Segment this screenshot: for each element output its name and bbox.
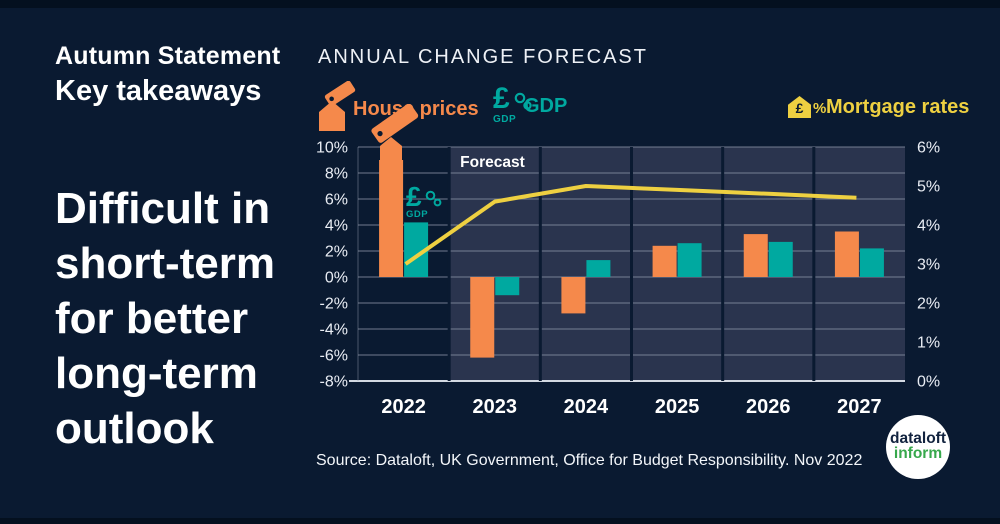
right-axis-tick: 1% [917, 335, 940, 352]
headline-line: short-term [55, 239, 276, 288]
house-shape [788, 96, 811, 118]
gdp-caption: GDP [406, 209, 429, 220]
pound-gears-icon: £ GDP [493, 82, 537, 130]
legend-mortgage-rates: Mortgage rates [826, 96, 970, 118]
headline-line: for better [55, 294, 249, 343]
headline-line: long-term [55, 349, 258, 398]
logo-text-dataloft: dataloft [890, 430, 946, 447]
kicker-title: Autumn Statement [55, 42, 281, 70]
pound-gears-on-bar-icon: £ GDP [406, 181, 446, 220]
headline-line: outlook [55, 404, 214, 453]
headline-line: Difficult in [55, 184, 271, 233]
headline: Difficult in short-term for better long-… [55, 181, 275, 456]
right-axis-tick: 2% [917, 296, 940, 313]
left-axis-tick: -4% [320, 322, 348, 339]
top-edge-strip [0, 0, 1000, 8]
bar-house-prices-2025 [652, 245, 677, 277]
left-axis-tick: 0% [325, 270, 348, 287]
left-axis-tick: 6% [325, 192, 348, 209]
year-label-2027: 2027 [837, 396, 882, 415]
forecast-region [449, 147, 905, 381]
year-label-2026: 2026 [746, 396, 791, 415]
year-label-2025: 2025 [655, 396, 700, 415]
bar-house-prices-2023 [470, 277, 495, 358]
bar-gdp-2023 [495, 277, 520, 296]
logo-text-inform: inform [893, 445, 943, 462]
kicker-subtitle: Key takeaways [55, 75, 262, 107]
pound-icon: £ [406, 181, 422, 212]
gdp-caption: GDP [493, 114, 517, 125]
year-label-2023: 2023 [473, 396, 518, 415]
left-axis-tick: 4% [325, 218, 348, 235]
price-tag-on-bar-icon [371, 104, 419, 168]
right-axis-tick: 0% [917, 374, 940, 391]
chart-title: ANNUAL CHANGE FORECAST [318, 46, 648, 68]
left-axis-tick: -2% [320, 296, 348, 313]
legend-gdp: GDP [524, 95, 568, 117]
bar-gdp-2024 [586, 260, 611, 277]
dataloft-inform-logo: dataloft inform [886, 415, 950, 479]
left-axis-tick: -8% [320, 374, 348, 391]
right-axis-tick: 4% [917, 218, 940, 235]
bottom-edge-strip [0, 518, 1000, 524]
left-axis-tick: 10% [316, 140, 348, 157]
right-axis-tick: 6% [917, 140, 940, 157]
bar-gdp-2025 [677, 243, 702, 277]
bar-gdp-2026 [768, 241, 793, 277]
gears-icon [425, 190, 442, 207]
forecast-chart: 10% 8% 6% 4% 2% 0% -2% -4% -6% -8% 6% 5% 4% 3% 2% 1% 0% F… [316, 140, 940, 416]
bar-house-prices-2027 [834, 231, 859, 277]
percent-icon: % [813, 100, 827, 117]
bar-house-prices-2022 [379, 160, 404, 277]
year-label-2022: 2022 [381, 396, 426, 415]
left-axis-tick: 2% [325, 244, 348, 261]
forecast-label: Forecast [460, 154, 525, 171]
year-label-2024: 2024 [564, 396, 609, 415]
legend-house-prices: House prices [353, 98, 479, 120]
gears-icon [514, 92, 532, 110]
house-tag-icon [319, 81, 356, 131]
bar-house-prices-2024 [561, 277, 586, 314]
line-mortgage-rates [404, 184, 857, 266]
left-axis-tick: -6% [320, 348, 348, 365]
pound-icon: £ [493, 82, 510, 115]
house-percent-icon: £ % [788, 96, 828, 120]
left-axis-tick: 8% [325, 166, 348, 183]
right-axis-tick: 5% [917, 179, 940, 196]
right-axis-tick: 3% [917, 257, 940, 274]
bar-gdp-2027 [859, 248, 884, 277]
source-note: Source: Dataloft, UK Government, Office … [316, 452, 863, 469]
bar-house-prices-2026 [743, 234, 768, 277]
pound-icon: £ [795, 100, 804, 116]
